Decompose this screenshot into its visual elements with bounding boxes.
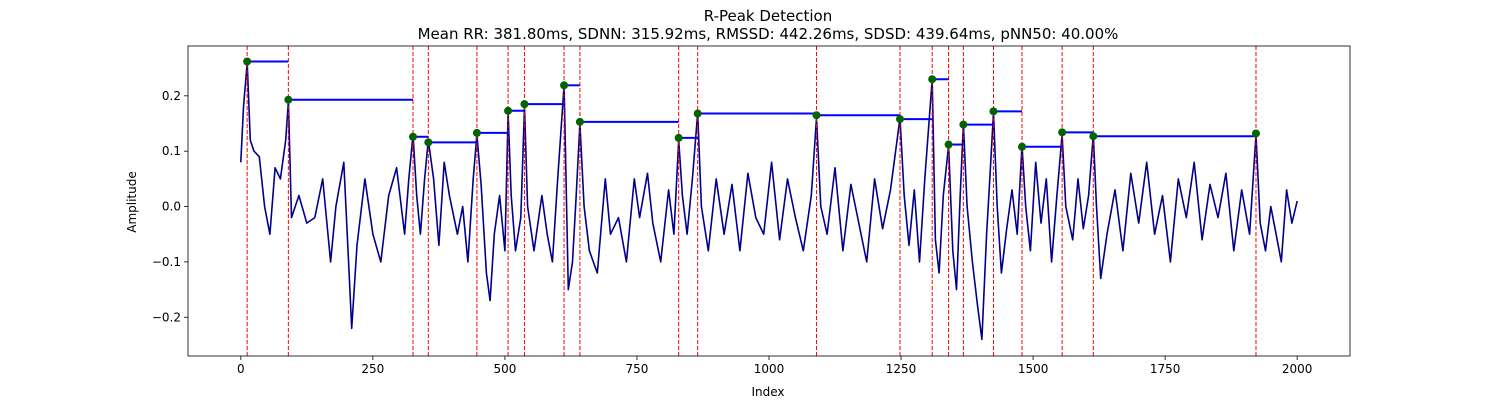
x-tick-label-3: 750 bbox=[626, 362, 649, 376]
chart-title: R-Peak Detection bbox=[704, 7, 832, 25]
y-tick-label-2: 0.0 bbox=[162, 200, 181, 214]
x-axis-label: Index bbox=[751, 385, 784, 399]
peak-marker-19 bbox=[1089, 132, 1098, 141]
y-tick-label-1: −0.1 bbox=[152, 255, 181, 269]
peak-marker-14 bbox=[944, 140, 953, 149]
peak-marker-13 bbox=[928, 75, 937, 84]
y-axis-label: Amplitude bbox=[125, 171, 139, 233]
x-tick-label-7: 1750 bbox=[1150, 362, 1181, 376]
plot-area: 0 250 500 750 1000 1250 1500 1750 2000 −0.2 −0.1 0.… bbox=[152, 45, 1351, 376]
x-tick-label-4: 1000 bbox=[754, 362, 785, 376]
peak-marker-2 bbox=[409, 132, 418, 141]
signal-line bbox=[240, 61, 1298, 341]
peak-marker-7 bbox=[560, 81, 569, 90]
peak-marker-8 bbox=[575, 117, 584, 126]
peak-marker-15 bbox=[959, 120, 968, 129]
peak-marker-6 bbox=[520, 100, 529, 109]
peak-marker-0 bbox=[243, 57, 252, 66]
chart-subtitle: Mean RR: 381.80ms, SDNN: 315.92ms, RMSSD… bbox=[418, 25, 1119, 43]
peak-marker-16 bbox=[989, 107, 998, 116]
x-tick-label-0: 0 bbox=[237, 362, 245, 376]
peak-marker-3 bbox=[424, 138, 433, 147]
y-tick-label-4: 0.2 bbox=[162, 89, 181, 103]
peak-marker-20 bbox=[1251, 129, 1260, 138]
peak-marker-1 bbox=[284, 95, 293, 104]
x-tick-label-1: 250 bbox=[361, 362, 384, 376]
peak-marker-5 bbox=[504, 106, 513, 115]
y-tick-label-0: −0.2 bbox=[152, 310, 181, 324]
x-tick-label-6: 1500 bbox=[1018, 362, 1049, 376]
peak-marker-9 bbox=[674, 133, 683, 142]
peak-marker-12 bbox=[895, 115, 904, 124]
x-tick-label-8: 2000 bbox=[1282, 362, 1313, 376]
peak-marker-4 bbox=[472, 128, 481, 137]
peak-marker-10 bbox=[693, 109, 702, 118]
peak-marker-17 bbox=[1017, 142, 1026, 151]
peak-marker-11 bbox=[812, 111, 821, 120]
x-tick-label-5: 1250 bbox=[886, 362, 917, 376]
peak-marker-18 bbox=[1058, 128, 1067, 137]
x-tick-label-2: 500 bbox=[493, 362, 516, 376]
y-tick-label-3: 0.1 bbox=[162, 144, 181, 158]
